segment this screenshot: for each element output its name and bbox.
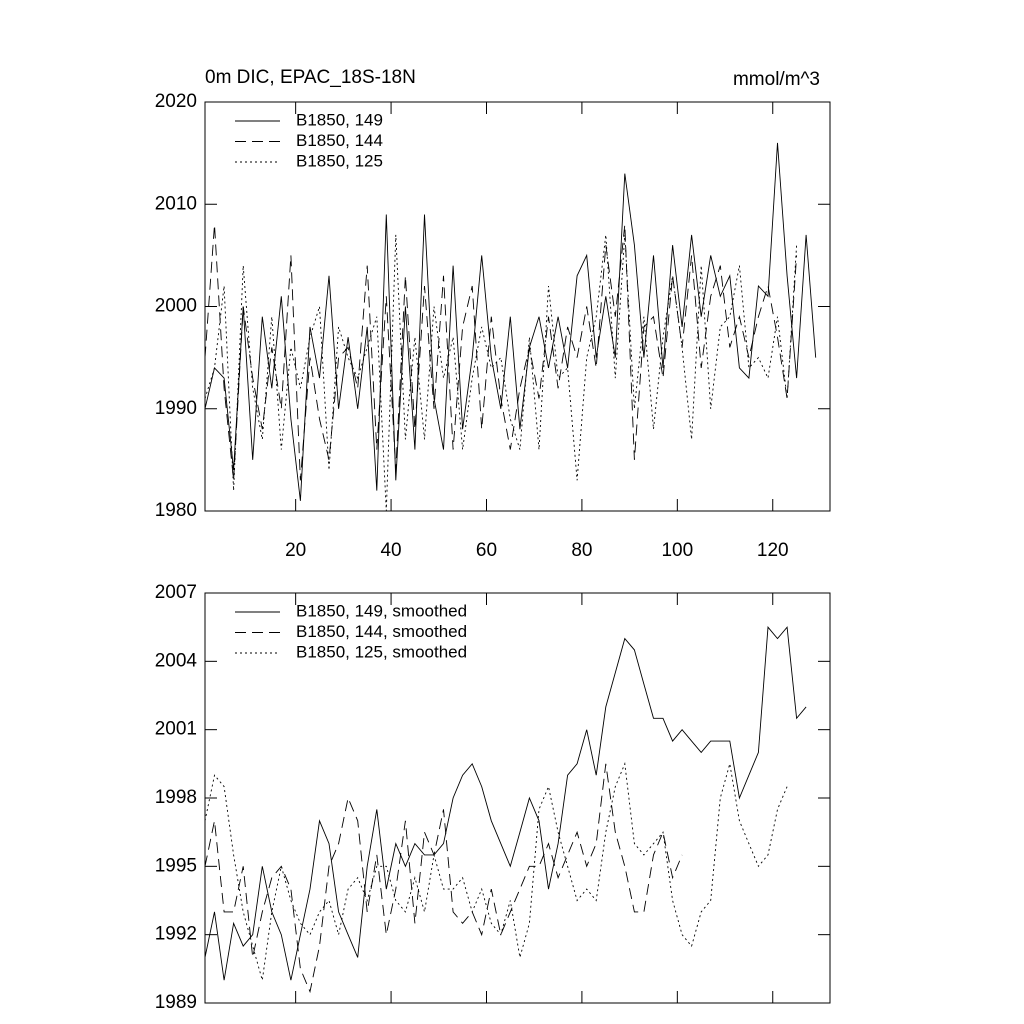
series-line xyxy=(204,142,817,501)
x-tick-label: 60 xyxy=(476,540,497,561)
series-line xyxy=(204,763,683,994)
x-tick-label: 20 xyxy=(285,540,306,561)
y-tick-label: 2007 xyxy=(155,582,197,603)
y-tick-label: 2020 xyxy=(155,91,197,112)
y-tick-label: 2004 xyxy=(155,650,198,671)
x-tick-label: 40 xyxy=(380,540,401,561)
y-tick-label: 2000 xyxy=(155,296,197,317)
legend-label: B1850, 125 xyxy=(296,151,383,170)
y-tick-label: 1995 xyxy=(155,855,197,876)
x-tick-label: 120 xyxy=(757,540,789,561)
y-tick-label: 1998 xyxy=(155,787,197,808)
legend-label: B1850, 144, smoothed xyxy=(296,622,467,641)
y-tick-label: 1992 xyxy=(155,924,197,945)
series-line xyxy=(204,234,798,512)
y-tick-label: 2010 xyxy=(155,193,197,214)
chart-title: 0m DIC, EPAC_18S-18N xyxy=(205,67,416,88)
legend-label: B1850, 149 xyxy=(296,110,383,129)
x-tick-label: 80 xyxy=(571,540,592,561)
legend-label: B1850, 125, smoothed xyxy=(296,642,467,661)
y-tick-label: 2001 xyxy=(155,719,197,740)
series-line xyxy=(204,626,807,981)
series-line xyxy=(204,224,798,481)
y-tick-label: 1989 xyxy=(155,992,197,1013)
series-line xyxy=(204,762,788,981)
legend-label: B1850, 144 xyxy=(296,131,383,150)
units-label: mmol/m^3 xyxy=(733,69,820,90)
y-tick-label: 1990 xyxy=(155,398,197,419)
y-tick-label: 1980 xyxy=(155,500,197,521)
x-tick-label: 100 xyxy=(661,540,693,561)
legend-label: B1850, 149, smoothed xyxy=(296,601,467,620)
